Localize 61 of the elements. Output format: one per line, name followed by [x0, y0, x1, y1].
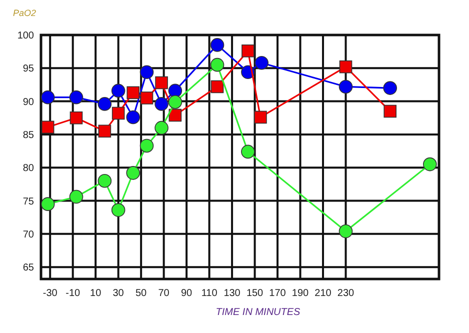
point	[423, 157, 437, 172]
y-axis-title: PaO2	[13, 8, 36, 18]
point	[210, 58, 224, 72]
x-tick-label: 110	[201, 288, 218, 299]
x-tick-label: 50	[136, 288, 148, 299]
x-tick-label: -10	[66, 288, 81, 299]
point	[154, 97, 168, 111]
point	[98, 174, 112, 188]
x-tick-label: 190	[292, 288, 310, 299]
y-tick-label: 65	[22, 262, 34, 274]
x-tick-label: 90	[180, 288, 193, 299]
y-tick-label: 85	[22, 130, 34, 141]
point	[140, 65, 154, 80]
point	[254, 110, 267, 124]
point	[384, 104, 397, 118]
point	[111, 84, 126, 98]
point	[126, 86, 140, 100]
y-tick-label: 100	[17, 30, 34, 42]
point	[155, 76, 168, 90]
y-tick-label: 90	[22, 96, 34, 108]
point	[98, 124, 112, 138]
y-tick-label: 95	[22, 64, 34, 75]
point	[210, 80, 224, 94]
point	[241, 144, 255, 159]
point	[140, 138, 154, 153]
point	[111, 203, 126, 217]
point	[168, 84, 182, 98]
x-tick-label: 130	[224, 288, 241, 299]
point	[168, 108, 182, 122]
point	[140, 92, 154, 104]
point	[242, 44, 254, 58]
x-tick-label: 150	[246, 288, 264, 299]
point	[40, 197, 55, 211]
x-tick-label: -30	[42, 288, 58, 299]
x-tick-label: 210	[314, 288, 332, 299]
x-tick-label: 70	[158, 288, 170, 299]
x-tick-label: 10	[90, 288, 102, 299]
point	[339, 60, 352, 74]
point	[154, 120, 168, 135]
point	[126, 166, 140, 180]
y-tick-label: 80	[22, 163, 34, 174]
point	[338, 80, 353, 94]
point	[210, 38, 224, 52]
x-tick-label: 230	[337, 288, 355, 299]
x-tick-label: 170	[269, 288, 286, 299]
point	[126, 110, 140, 124]
point	[112, 106, 125, 120]
point	[383, 81, 398, 95]
point	[70, 111, 83, 124]
y-tick-label: 70	[22, 229, 34, 240]
point	[98, 97, 112, 111]
x-axis-title: TIME IN MINUTES	[216, 307, 301, 318]
point	[69, 90, 84, 104]
x-tick-label: 30	[112, 288, 124, 299]
point	[41, 120, 54, 134]
point	[254, 56, 269, 70]
point	[168, 95, 182, 109]
y-tick-label: 75	[22, 196, 34, 208]
point	[69, 190, 84, 204]
point	[338, 224, 353, 238]
point	[40, 90, 55, 104]
